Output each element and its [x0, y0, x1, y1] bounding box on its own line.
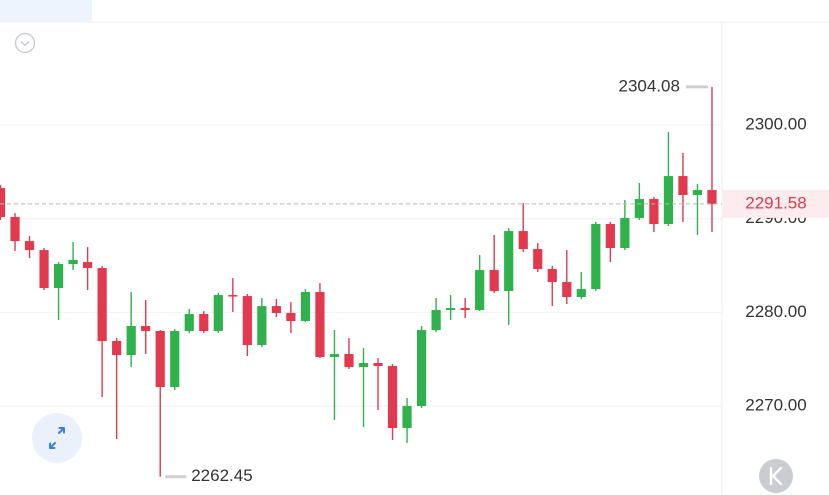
- low-label: 2262.45: [191, 466, 252, 485]
- y-tick-label: 2270.00: [745, 396, 806, 415]
- candle-body: [518, 231, 528, 250]
- scroll-latest-button[interactable]: [759, 459, 793, 493]
- candle-body: [10, 217, 20, 242]
- candle-body: [97, 268, 107, 342]
- collapse-button[interactable]: [14, 32, 36, 54]
- grid: [0, 124, 722, 407]
- candle-body: [707, 190, 717, 204]
- candle-body: [373, 363, 383, 367]
- candle-body: [286, 313, 296, 322]
- candle-body: [170, 330, 180, 388]
- candle-body: [344, 354, 354, 368]
- candle-body: [620, 218, 630, 249]
- annotations: 2304.08 2262.45 2291.58: [0, 76, 829, 485]
- candle-body: [416, 330, 427, 407]
- candle-body: [649, 199, 659, 225]
- candle-body: [446, 308, 456, 311]
- top-tab[interactable]: [0, 0, 92, 22]
- candle-body: [112, 341, 122, 356]
- high-label: 2304.08: [619, 76, 680, 95]
- expand-button[interactable]: [32, 413, 82, 463]
- candle-body: [460, 308, 470, 311]
- candle-body: [329, 354, 340, 358]
- candle-body: [0, 188, 6, 218]
- candle-body: [271, 306, 281, 314]
- candle-body: [242, 296, 252, 346]
- y-tick-label: 2300.00: [745, 115, 806, 134]
- candle-body: [504, 231, 514, 292]
- candle-body: [126, 326, 136, 356]
- candle-body: [24, 241, 35, 251]
- candle-body: [83, 262, 93, 269]
- candle-body: [605, 224, 615, 249]
- candle-body: [402, 406, 412, 429]
- candle-body: [315, 292, 325, 358]
- candle-body: [141, 326, 151, 331]
- candle-body: [475, 270, 485, 311]
- candle-body: [489, 270, 499, 292]
- candle-body: [591, 224, 601, 290]
- candle-body: [692, 190, 703, 195]
- candle-body: [663, 176, 674, 225]
- candle-body: [387, 366, 398, 429]
- candle-body: [358, 363, 369, 368]
- last-price-tag: [723, 189, 829, 218]
- candle-body: [155, 330, 165, 388]
- candle-body: [68, 259, 78, 265]
- candle-body: [533, 249, 543, 269]
- candle-body: [184, 314, 194, 331]
- candle-body: [228, 295, 238, 297]
- candle-body: [562, 282, 572, 297]
- y-tick-label: 2280.00: [745, 302, 806, 321]
- candle-body: [634, 199, 644, 219]
- candle-body: [300, 292, 311, 322]
- candle-body: [53, 264, 64, 289]
- last-price-label: 2291.58: [745, 193, 806, 212]
- candle-body: [199, 314, 209, 331]
- candle-body: [576, 289, 586, 297]
- candle-body: [39, 250, 49, 289]
- candle-body: [431, 310, 441, 331]
- candle-body: [547, 268, 557, 283]
- plot-area: [0, 86, 717, 477]
- candle-body: [678, 176, 688, 195]
- candle-body: [257, 306, 267, 346]
- candle-body: [213, 295, 223, 331]
